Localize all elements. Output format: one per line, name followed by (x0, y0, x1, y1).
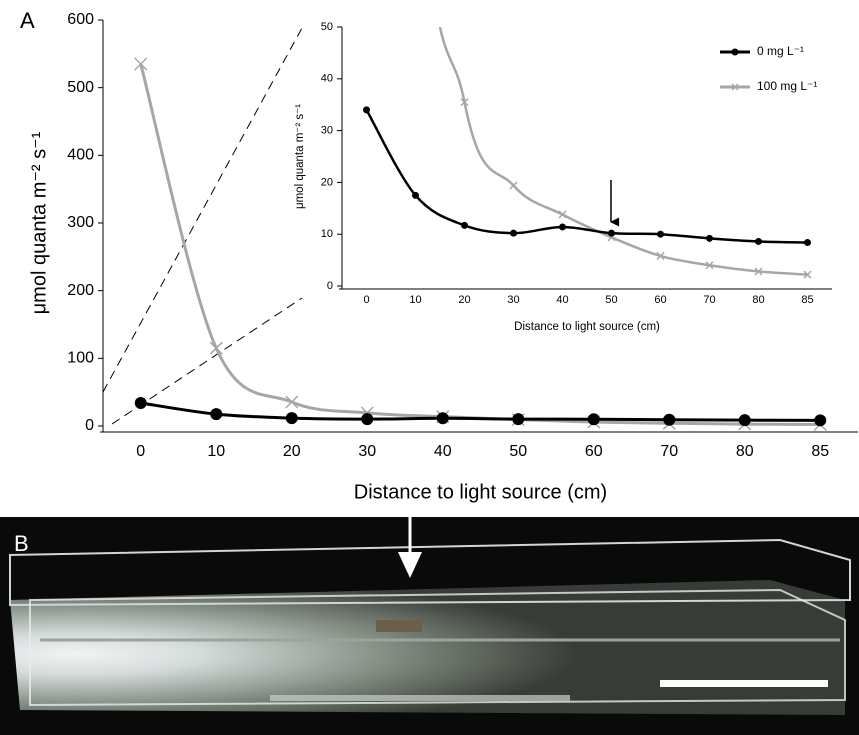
point (509, 181, 518, 190)
point (755, 237, 762, 245)
point (663, 413, 676, 426)
plot-area (134, 57, 827, 432)
series-line (140, 401, 821, 422)
y-tick-label: 200 (67, 282, 94, 299)
y-tick-label: 40 (321, 73, 333, 85)
legend-marker (731, 48, 739, 56)
x-tick-label: 40 (556, 294, 568, 306)
point (361, 413, 374, 426)
x-tick-label: 20 (458, 294, 470, 306)
point (285, 412, 298, 425)
x-tick-label: 30 (358, 443, 376, 460)
point (510, 229, 517, 237)
photo: B (0, 517, 859, 735)
legend-label: 100 mg L⁻¹ (757, 79, 817, 93)
y-tick-label: 300 (67, 214, 94, 231)
point (363, 106, 370, 114)
scale-bar (660, 680, 828, 687)
panel-label: B (14, 531, 29, 556)
zoom-guide (102, 27, 303, 393)
x-tick-label: 80 (736, 443, 754, 460)
point (134, 396, 147, 409)
point (412, 191, 419, 199)
y-tick-label: 0 (327, 280, 333, 292)
point (738, 414, 751, 427)
x-tick-label: 0 (363, 294, 369, 306)
y-tick-label: 50 (321, 21, 333, 33)
point (512, 413, 525, 426)
y-tick-label: 600 (67, 11, 94, 28)
tank-rim (9, 538, 851, 607)
x-tick-label: 85 (811, 443, 829, 460)
y-tick-label: 0 (85, 417, 94, 434)
series-line (139, 63, 821, 427)
y-tick-label: 10 (321, 228, 333, 240)
point (460, 98, 469, 107)
point (656, 251, 665, 260)
panel-label: A (20, 8, 35, 33)
tank-water (10, 580, 845, 715)
point (559, 223, 566, 231)
point (285, 395, 299, 409)
photo-arrow-head (398, 552, 422, 578)
x-tick-label: 50 (509, 443, 527, 460)
x-tick-label: 70 (660, 443, 678, 460)
x-tick-label: 60 (654, 294, 666, 306)
legend-label: 0 mg L⁻¹ (757, 44, 804, 58)
point (705, 261, 714, 270)
legend-marker (731, 83, 739, 91)
point (706, 234, 713, 242)
tank-edge (29, 588, 846, 707)
point (436, 412, 449, 425)
y-axis-title: μmol quanta m⁻² s⁻¹ (28, 131, 50, 314)
point (657, 230, 664, 238)
series-line (365, 109, 808, 244)
y-axis-title: μmol quanta m⁻² s⁻¹ (294, 104, 306, 209)
series-line (438, 27, 808, 276)
x-tick-label: 20 (283, 443, 301, 460)
point (754, 267, 763, 276)
point (587, 413, 600, 426)
x-axis-title: Distance to light source (cm) (514, 321, 660, 333)
point (209, 341, 223, 355)
x-tick-label: 60 (585, 443, 603, 460)
y-tick-label: 30 (321, 125, 333, 137)
plot-area (363, 27, 812, 279)
point (461, 221, 468, 229)
y-tick-label: 20 (321, 176, 333, 188)
x-tick-label: 80 (752, 294, 764, 306)
x-axis-title: Distance to light source (cm) (354, 481, 607, 503)
x-tick-label: 10 (409, 294, 421, 306)
x-tick-label: 10 (207, 443, 225, 460)
point (558, 210, 567, 219)
x-tick-label: 50 (605, 294, 617, 306)
y-tick-label: 500 (67, 79, 94, 96)
point (814, 414, 827, 427)
point (608, 229, 615, 237)
x-tick-label: 0 (136, 443, 145, 460)
y-tick-label: 400 (67, 147, 94, 164)
base-plate (270, 695, 570, 701)
x-tick-label: 85 (801, 294, 813, 306)
point (134, 57, 148, 71)
point (804, 238, 811, 246)
x-tick-label: 30 (507, 294, 519, 306)
point (803, 270, 812, 279)
x-tick-label: 70 (703, 294, 715, 306)
y-tick-label: 100 (67, 350, 94, 367)
point (210, 408, 223, 421)
x-tick-label: 40 (434, 443, 452, 460)
sensor (376, 620, 422, 632)
